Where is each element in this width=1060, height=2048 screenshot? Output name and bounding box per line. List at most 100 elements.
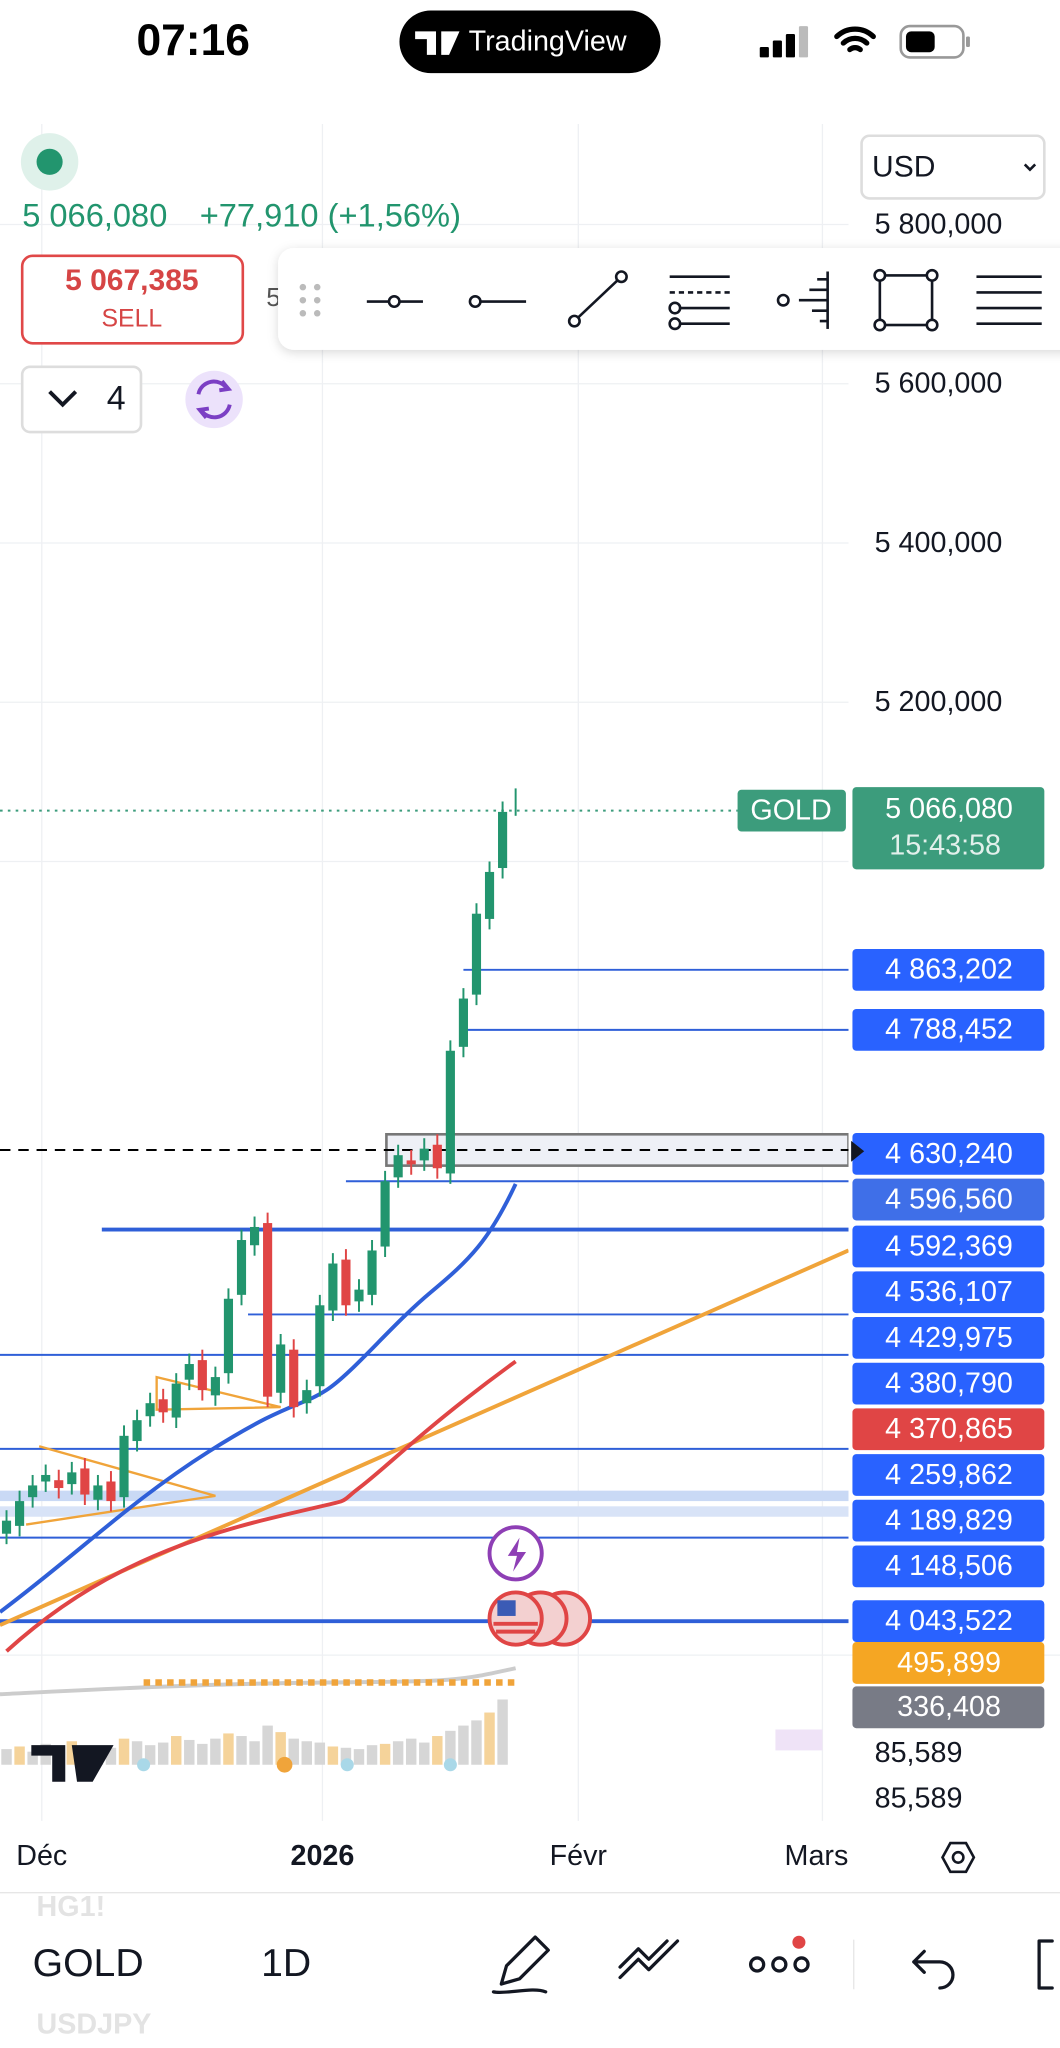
chevron xyxy=(1023,163,1037,172)
volume-bar xyxy=(1,1749,12,1765)
candle-body xyxy=(41,1474,51,1482)
volume-bar xyxy=(340,1747,352,1765)
refresh-arrows xyxy=(195,379,233,419)
time-axis-label: 2026 xyxy=(291,1840,355,1872)
candle-body xyxy=(263,1223,273,1397)
volume-bar xyxy=(184,1739,195,1765)
refresh-button[interactable] xyxy=(185,370,243,429)
chevron xyxy=(48,390,78,408)
app-pill[interactable] xyxy=(399,10,661,74)
price-tag-text: 4 630,240 xyxy=(885,1138,1013,1170)
sell-button[interactable] xyxy=(20,254,245,345)
symbol-button[interactable]: GOLD xyxy=(33,1942,144,1985)
volume-bar xyxy=(131,1741,143,1765)
volume-bar xyxy=(419,1742,430,1765)
price-tag-text: 4 592,369 xyxy=(885,1230,1013,1262)
app-name: TradingView xyxy=(469,26,627,58)
moving-average xyxy=(0,1183,518,1614)
indicator-count: 4 xyxy=(107,380,126,418)
candle-body xyxy=(210,1377,220,1396)
last-price-tag: GOLD 5 066,080 15:43:58 xyxy=(737,787,1045,870)
economic-events[interactable] xyxy=(487,1590,593,1647)
price-tag-text: 4 788,452 xyxy=(885,1014,1013,1046)
candle-body xyxy=(106,1481,116,1502)
price-tag xyxy=(852,1499,1045,1542)
more-button[interactable] xyxy=(748,1956,810,1973)
wifi-icon xyxy=(834,26,876,53)
symbol-tag xyxy=(737,789,846,832)
time: 07:16 xyxy=(136,16,250,65)
price-tag xyxy=(852,1362,1045,1405)
volume-bar xyxy=(27,1751,38,1765)
tv-watermark xyxy=(31,1745,114,1782)
price-axis-label: 5 400,000 xyxy=(875,527,1003,559)
fullscreen-button[interactable] xyxy=(1037,1939,1054,1990)
undo-button[interactable] xyxy=(912,1949,955,1990)
candle-body xyxy=(132,1420,142,1442)
tool-fib[interactable] xyxy=(668,275,730,331)
volume-bar xyxy=(405,1738,417,1765)
volume-bar xyxy=(210,1738,221,1765)
indicators-button[interactable] xyxy=(618,1939,680,1980)
event-icon-glyph xyxy=(507,1537,527,1572)
price-tag xyxy=(852,1178,1045,1221)
candle-body xyxy=(119,1435,129,1498)
candle-body xyxy=(419,1148,429,1161)
notification-dot xyxy=(792,1935,806,1949)
volume-bar xyxy=(458,1725,469,1765)
volume-bar xyxy=(66,1741,78,1765)
price-tag xyxy=(852,1008,1045,1051)
price-tag xyxy=(852,1454,1045,1496)
countdown: 15:43:58 xyxy=(889,830,1001,862)
tool-horizontal-ray[interactable] xyxy=(366,294,423,309)
app-logo xyxy=(415,31,460,55)
candle-body xyxy=(54,1480,64,1489)
price-tag xyxy=(852,948,1045,991)
status-bar: 07:16 TradingView xyxy=(136,10,970,74)
candle-body xyxy=(380,1181,390,1247)
time-axis-label: Déc xyxy=(16,1840,67,1872)
candle-body xyxy=(458,998,468,1047)
candle-body xyxy=(354,1289,364,1302)
tool-rectangle[interactable] xyxy=(873,268,939,332)
volume-bar xyxy=(236,1736,247,1765)
candle-body xyxy=(145,1403,155,1417)
volume-bar xyxy=(171,1736,182,1765)
symbol-tag-text: GOLD xyxy=(750,794,831,826)
price-tag xyxy=(852,1317,1045,1359)
candle-body xyxy=(445,1050,455,1174)
volume-ma xyxy=(0,1666,517,1697)
event-dot xyxy=(443,1758,457,1772)
tool-volume-profile[interactable] xyxy=(776,271,829,329)
candle-body xyxy=(184,1364,194,1380)
price-tag-text: 4 148,506 xyxy=(885,1550,1013,1582)
tool-parallel[interactable] xyxy=(976,275,1042,326)
price-tags: 4 863,202 4 788,452 4 630,240 4 596,560 4 59… xyxy=(852,948,1045,1729)
settings-button[interactable] xyxy=(941,1841,976,1874)
currency-select[interactable] xyxy=(860,134,1046,200)
price-tag-text: 5 066,080 xyxy=(885,793,1013,825)
level-lines xyxy=(0,968,849,1624)
candle-body xyxy=(197,1360,207,1391)
prev-symbol: HG1! xyxy=(37,1891,106,1923)
interval-button[interactable]: 1D xyxy=(261,1942,311,1985)
tool-trend-line[interactable] xyxy=(567,270,628,328)
sell-label: SELL xyxy=(102,305,163,332)
candle-body xyxy=(93,1485,103,1500)
candle-body xyxy=(276,1344,286,1393)
candle-body xyxy=(249,1226,260,1246)
price-tag xyxy=(852,1642,1045,1684)
candle-body xyxy=(158,1399,168,1413)
tool-ray[interactable] xyxy=(468,294,527,309)
candle-body xyxy=(80,1468,90,1495)
candle-body xyxy=(223,1298,234,1374)
drag-handle[interactable] xyxy=(299,283,321,317)
indicator-toggle[interactable] xyxy=(20,365,143,434)
header-change: +77,910 (+1,56%) xyxy=(200,197,461,234)
draw-tool-button[interactable] xyxy=(491,1935,550,1995)
price-tag-text: 4 536,107 xyxy=(885,1276,1013,1308)
price-axis-label: 5 200,000 xyxy=(875,686,1003,718)
volume-bar xyxy=(275,1732,286,1765)
